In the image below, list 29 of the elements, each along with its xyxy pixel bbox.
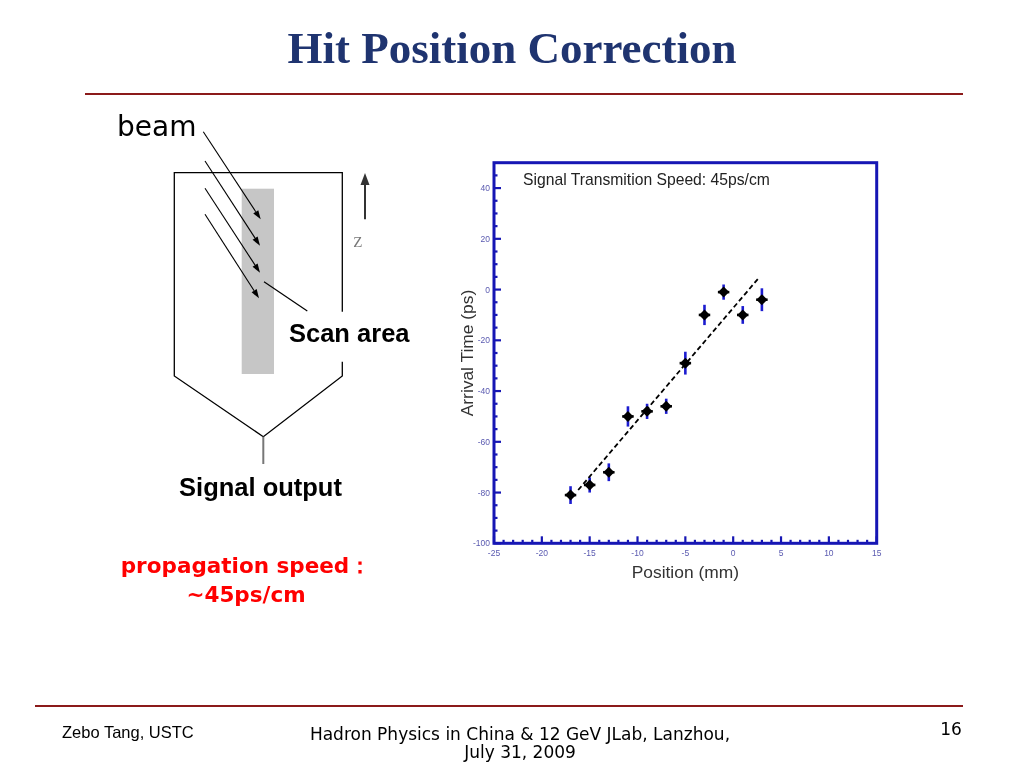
x-tick-label: -5 — [681, 548, 690, 559]
text: 16 — [940, 719, 962, 739]
y-tick-label: -80 — [477, 487, 491, 498]
text: Z — [353, 233, 363, 250]
y-tick-label: -40 — [477, 386, 491, 397]
text: beam — [117, 110, 197, 144]
y-axis-title: Arrival Time (ps) — [457, 289, 477, 417]
x-tick-label: -10 — [631, 548, 644, 559]
x-tick-label: 0 — [730, 548, 736, 559]
x-tick-label: -25 — [487, 548, 501, 559]
y-tick-label: 40 — [480, 183, 491, 194]
x-axis-title: Position (mm) — [631, 562, 739, 582]
text: Zebo Tang, USTC — [62, 723, 194, 741]
text: Hadron Physics in China & 12 GeV JLab, Lanzhou, July 31, 2009 — [309, 724, 731, 762]
y-tick-label: 0 — [485, 284, 491, 295]
y-tick-label: -100 — [472, 538, 491, 549]
x-tick-label: 10 — [824, 548, 834, 559]
text: Signal output — [179, 472, 343, 501]
y-tick-label: -60 — [477, 436, 491, 447]
text: propagation speed： ~45ps/cm — [120, 552, 372, 607]
x-tick-label: 5 — [778, 548, 784, 559]
text: Scan area — [289, 319, 411, 348]
annotation: Signal Transmition Speed: 45ps/cm — [523, 171, 770, 189]
y-tick-label: 20 — [480, 233, 491, 244]
x-tick-label: -20 — [535, 548, 549, 559]
y-tick-label: -20 — [477, 335, 491, 346]
chart-title: Hit Position Correction — [287, 23, 737, 73]
x-tick-label: -15 — [583, 548, 597, 559]
x-tick-label: 15 — [871, 548, 882, 559]
